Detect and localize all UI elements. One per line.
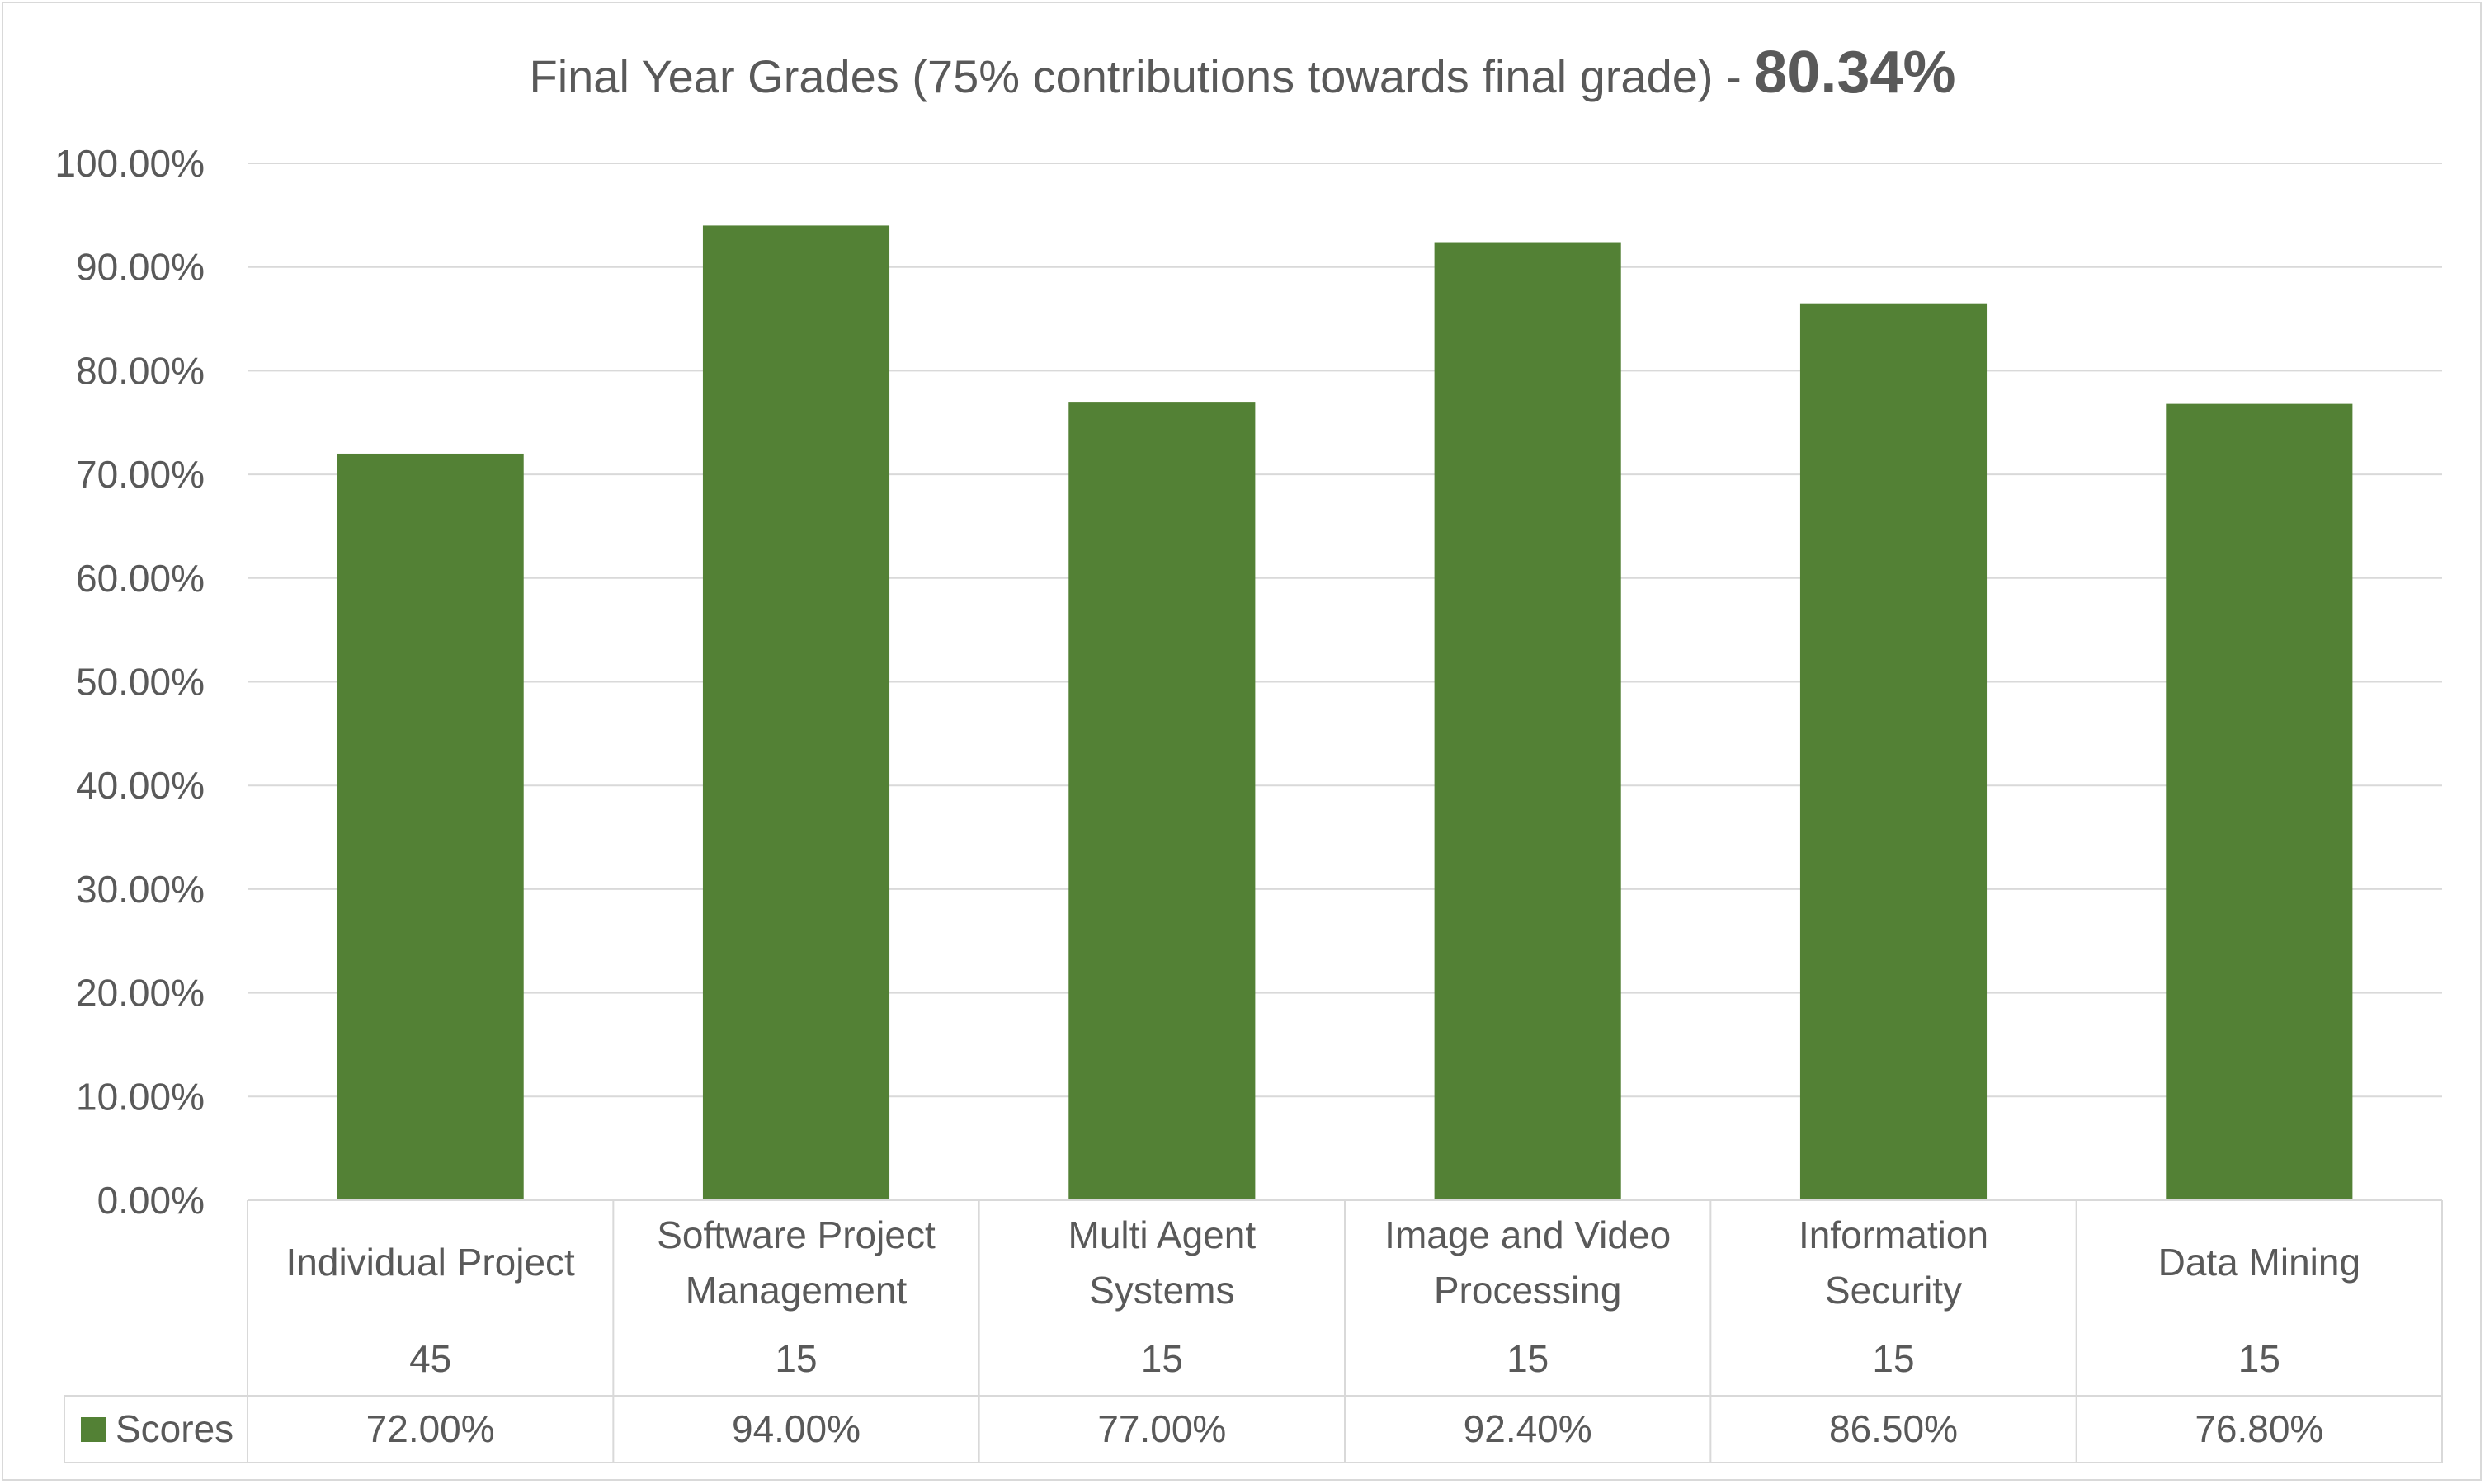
y-tick-label: 20.00% [76, 972, 205, 1015]
chart-title-text: Final Year Grades (75% contributions tow… [530, 50, 1755, 102]
credit-value: 15 [1872, 1337, 1914, 1380]
score-value: 86.50% [1829, 1407, 1958, 1450]
y-axis-ticks: 0.00% 10.00% 20.00% 30.00% 40.00% 50.00% 60.00… [54, 142, 205, 1222]
y-tick-label: 100.00% [54, 142, 205, 185]
category-label: Individual Project [286, 1241, 576, 1284]
credit-value: 15 [775, 1337, 817, 1380]
y-tick-label: 30.00% [76, 868, 205, 911]
bar [1799, 303, 1988, 1200]
score-value: 94.00% [732, 1407, 861, 1450]
category-label: Information Security [1799, 1213, 1988, 1312]
y-tick-label: 90.00% [76, 246, 205, 289]
bar [2166, 403, 2353, 1200]
category-label-line: Security [1825, 1269, 1962, 1312]
category-label-line: Individual Project [286, 1241, 576, 1284]
y-tick-label: 10.00% [76, 1075, 205, 1118]
score-value: 72.00% [366, 1407, 495, 1450]
y-tick-label: 0.00% [97, 1179, 205, 1222]
category-label: Data Mining [2158, 1241, 2360, 1284]
category-label: Software Project Management [657, 1213, 936, 1312]
category-label-line: Multi Agent [1068, 1213, 1257, 1256]
category-label-line: Image and Video [1384, 1213, 1671, 1256]
category-label-line: Systems [1089, 1269, 1234, 1312]
score-value: 77.00% [1097, 1407, 1226, 1450]
category-label: Image and Video Processing [1384, 1213, 1671, 1312]
bar [1068, 402, 1256, 1200]
category-label-line: Management [686, 1269, 908, 1312]
credit-value: 15 [2238, 1337, 2280, 1380]
legend-label: Scores [116, 1407, 233, 1450]
y-tick-label: 80.00% [76, 349, 205, 392]
bar [337, 453, 524, 1200]
chart-title-value: 80.34% [1754, 40, 1955, 106]
category-label-line: Data Mining [2158, 1241, 2360, 1284]
score-value: 92.40% [1464, 1407, 1592, 1450]
credit-value: 15 [1141, 1337, 1183, 1380]
category-label-line: Information [1799, 1213, 1988, 1256]
y-tick-label: 50.00% [76, 661, 205, 704]
category-label: Multi Agent Systems [1068, 1213, 1257, 1312]
y-tick-label: 40.00% [76, 764, 205, 807]
credit-value: 45 [409, 1337, 451, 1380]
y-tick-label: 70.00% [76, 453, 205, 496]
bar [702, 225, 890, 1200]
category-label-line: Processing [1434, 1269, 1622, 1312]
legend-swatch [81, 1417, 106, 1442]
y-tick-label: 60.00% [76, 557, 205, 600]
chart-title: Final Year Grades (75% contributions tow… [530, 40, 1956, 106]
score-value: 76.80% [2195, 1407, 2323, 1450]
data-table: Individual Project 45 72.00% Software Proje… [64, 1199, 2443, 1463]
credit-value: 15 [1507, 1337, 1549, 1380]
bars [337, 225, 2353, 1201]
gridlines [248, 163, 2442, 1098]
bar [1434, 242, 1621, 1201]
category-label-line: Software Project [657, 1213, 936, 1256]
